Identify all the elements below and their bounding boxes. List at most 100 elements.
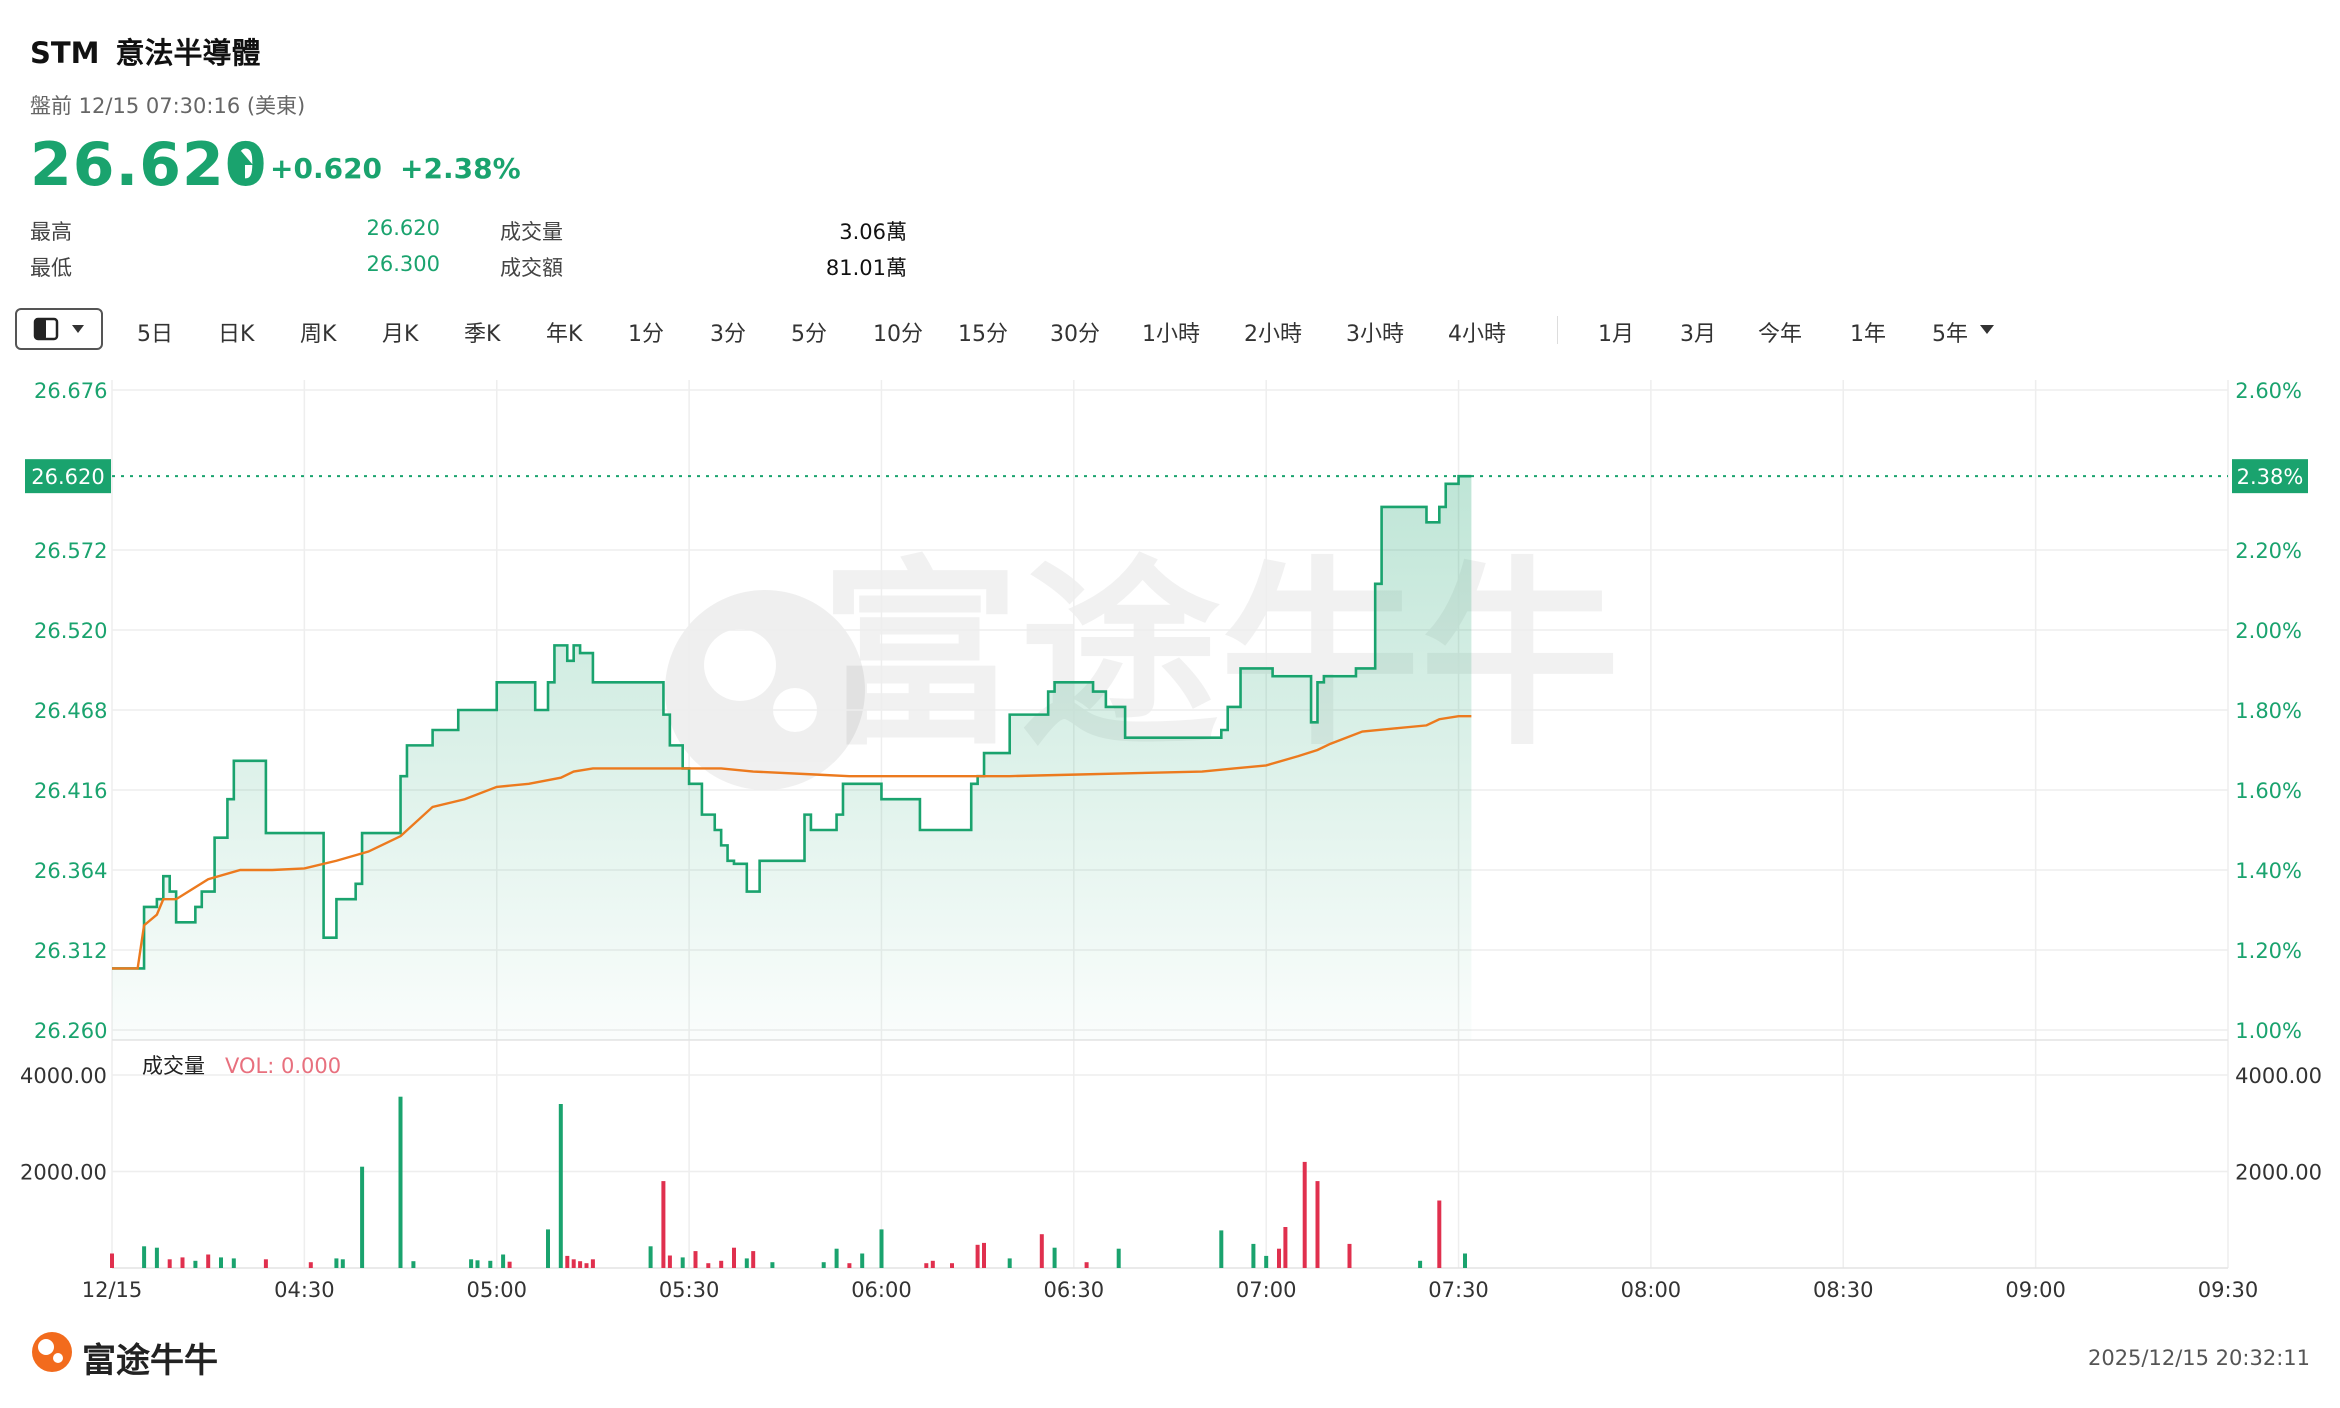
volume-bar — [263, 1259, 268, 1268]
volume-bar — [398, 1096, 403, 1268]
y-tick-label: 26.416 — [34, 779, 107, 803]
volume-bar — [706, 1263, 711, 1268]
current-pct-tag — [2232, 459, 2308, 494]
period-tab-3[interactable]: 月K — [382, 322, 419, 347]
volume-bar — [334, 1258, 339, 1268]
brand-name: 富途牛牛 — [82, 1341, 218, 1381]
low-label: 最低 — [30, 256, 72, 280]
y-tick-pct-label: 1.00% — [2235, 1019, 2302, 1043]
volume-bar — [488, 1260, 493, 1268]
period-tab-1[interactable]: 日K — [218, 322, 255, 347]
volume-bar — [1283, 1227, 1288, 1268]
volume-bar — [770, 1262, 775, 1268]
x-tick-label: 05:00 — [466, 1278, 527, 1302]
volume-bar — [744, 1258, 749, 1268]
period-tab-15[interactable]: 4小時 — [1448, 322, 1506, 347]
x-tick-label: 07:00 — [1236, 1278, 1297, 1302]
period-tab-4[interactable]: 季K — [464, 322, 501, 347]
period-tab-0[interactable]: 5日 — [137, 322, 173, 347]
y-tick-pct-label: 2.60% — [2235, 379, 2302, 403]
volume-bar — [661, 1181, 666, 1268]
x-tick-label: 04:30 — [274, 1278, 335, 1302]
volume-bars — [110, 1096, 1467, 1268]
volume-bar — [834, 1248, 839, 1268]
volume-bar — [360, 1166, 365, 1268]
volume-bar — [584, 1263, 589, 1268]
vol-tick-label: 4000.00 — [20, 1064, 107, 1088]
range-tab-4[interactable]: 5年 — [1932, 322, 1968, 347]
volume-bar — [231, 1258, 236, 1268]
vol-tick-label: 2000.00 — [20, 1161, 107, 1185]
volume-legend: VOL: 0.000 — [225, 1054, 341, 1078]
toolbar-divider — [1557, 316, 1558, 344]
x-tick-label: 08:30 — [1813, 1278, 1874, 1302]
period-tab-12[interactable]: 1小時 — [1142, 322, 1200, 347]
x-tick-label: 08:00 — [1621, 1278, 1682, 1302]
y-tick-label: 26.312 — [34, 939, 107, 963]
volume-bar — [469, 1259, 474, 1268]
turnover-value: 81.01萬 — [825, 256, 907, 280]
volume-bar — [930, 1260, 935, 1268]
volume-bar — [507, 1261, 512, 1268]
volume-bar — [1251, 1243, 1256, 1268]
last-price: 26.620 — [30, 130, 268, 200]
panel-icon — [33, 317, 84, 341]
y-tick-label: 26.260 — [34, 1019, 107, 1043]
period-tab-6[interactable]: 1分 — [628, 322, 664, 347]
volume-label: 成交量 — [500, 220, 563, 244]
volume-bar — [847, 1263, 852, 1268]
y-tick-label: 26.364 — [34, 859, 107, 883]
price-chart[interactable]: 富途牛牛 26.620 2.38% 26.676 2.60%26.572 2.20%2… — [0, 365, 2340, 1315]
period-tab-2[interactable]: 周K — [300, 322, 337, 347]
y-tick-pct-label: 1.80% — [2235, 699, 2302, 723]
chart-axes: 26.676 2.60% 26.572 2.20% 26.520 2.00% 26.468 1… — [20, 379, 2322, 1302]
x-tick-label: 09:30 — [2198, 1278, 2259, 1302]
up-arrow-icon — [229, 151, 253, 181]
period-tab-11[interactable]: 30分 — [1050, 322, 1100, 347]
volume-bar — [732, 1247, 736, 1268]
range-tab-0[interactable]: 1月 — [1598, 322, 1634, 347]
volume-bar — [340, 1259, 345, 1268]
low-value: 26.300 — [366, 252, 440, 276]
range-tab-1[interactable]: 3月 — [1680, 322, 1716, 347]
period-tab-10[interactable]: 15分 — [958, 322, 1008, 347]
period-tab-8[interactable]: 5分 — [791, 322, 827, 347]
volume-bar — [590, 1259, 595, 1268]
volume-bar — [571, 1259, 576, 1268]
high-value: 26.620 — [366, 216, 440, 240]
volume-bar — [1007, 1258, 1012, 1268]
y-tick-label: 26.468 — [34, 699, 107, 723]
volume-bar — [193, 1260, 198, 1268]
volume-bar — [1116, 1248, 1121, 1268]
vol-tick-label-right: 2000.00 — [2235, 1161, 2322, 1185]
session-time: 盤前 12/15 07:30:16 (美東) — [30, 94, 306, 118]
volume-value: 3.06萬 — [839, 220, 907, 244]
layout-toggle-button[interactable] — [15, 308, 103, 350]
vol-tick-label-right: 4000.00 — [2235, 1064, 2322, 1088]
volume-bar — [411, 1261, 416, 1268]
y-tick-pct-label: 1.60% — [2235, 779, 2302, 803]
volume-bar — [1264, 1255, 1269, 1268]
period-tab-7[interactable]: 3分 — [710, 322, 746, 347]
x-tick-label: 06:00 — [851, 1278, 912, 1302]
volume-bar — [1277, 1248, 1281, 1268]
period-tab-14[interactable]: 3小時 — [1346, 322, 1404, 347]
stock-title: STM 意法半導體 — [30, 30, 261, 72]
period-tab-13[interactable]: 2小時 — [1244, 322, 1302, 347]
range-tab-3[interactable]: 1年 — [1850, 322, 1886, 347]
range-dropdown-icon[interactable] — [1978, 322, 1996, 336]
period-tab-9[interactable]: 10分 — [873, 322, 923, 347]
high-label: 最高 — [30, 220, 72, 244]
stock-symbol: STM — [30, 36, 100, 70]
volume-bar — [308, 1262, 313, 1268]
volume-bar — [821, 1262, 826, 1268]
change-value: +0.620 — [270, 152, 383, 185]
range-tab-2[interactable]: 今年 — [1758, 322, 1803, 347]
volume-bar — [142, 1246, 147, 1268]
volume-bar — [546, 1229, 550, 1268]
volume-bar — [219, 1257, 223, 1268]
y-tick-pct-label: 2.00% — [2235, 619, 2302, 643]
volume-bar — [1084, 1262, 1089, 1268]
period-tab-5[interactable]: 年K — [546, 322, 583, 347]
watermark — [665, 590, 865, 790]
